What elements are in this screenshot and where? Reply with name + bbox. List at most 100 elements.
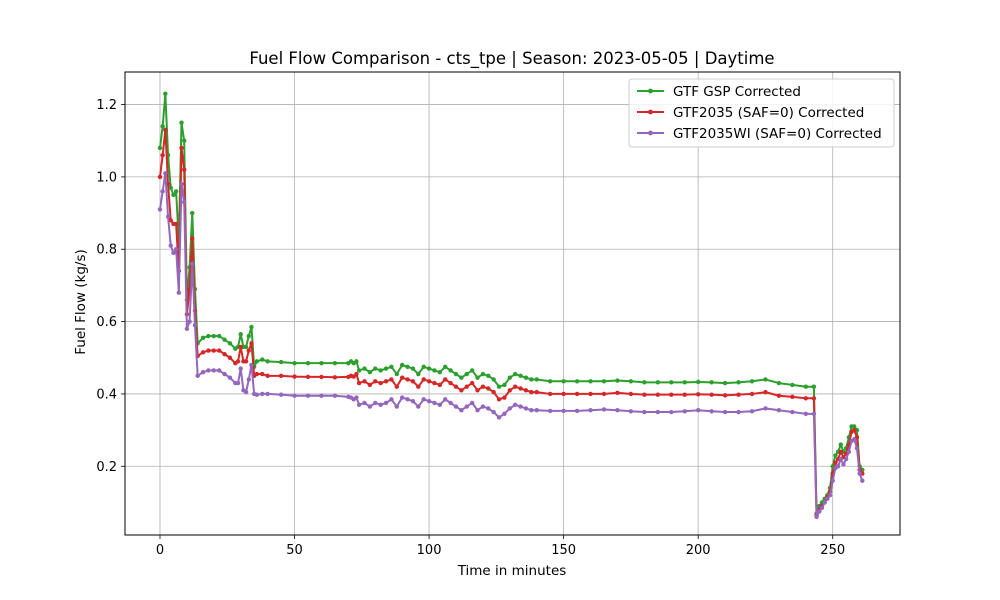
- data-point: [588, 391, 593, 397]
- data-point: [518, 386, 523, 391]
- data-point: [373, 400, 378, 406]
- data-point: [163, 171, 168, 176]
- data-point: [179, 120, 184, 125]
- data-point: [171, 192, 176, 198]
- y-tick-label: 1.2: [96, 98, 117, 113]
- data-point: [615, 408, 620, 413]
- legend-label: GTF2035WI (SAF=0) Corrected: [673, 126, 882, 142]
- data-point: [182, 200, 187, 205]
- data-point: [776, 408, 782, 413]
- data-point: [394, 371, 399, 377]
- data-point: [480, 404, 486, 409]
- data-point: [216, 348, 222, 353]
- data-point: [249, 362, 254, 368]
- legend-swatch-marker: [648, 109, 653, 115]
- data-point: [227, 341, 233, 346]
- data-point: [410, 398, 416, 404]
- data-point: [464, 371, 469, 377]
- series-line: [158, 128, 864, 517]
- data-point: [235, 380, 241, 386]
- data-point: [173, 189, 179, 194]
- x-tick-label: 250: [820, 543, 845, 558]
- data-point: [682, 409, 687, 414]
- data-point: [486, 406, 491, 411]
- data-point: [356, 368, 362, 373]
- data-point: [811, 384, 817, 389]
- data-point: [190, 210, 195, 216]
- data-point: [187, 319, 192, 324]
- data-point: [523, 406, 529, 411]
- data-point: [822, 500, 827, 505]
- data-point: [601, 391, 607, 397]
- data-point: [367, 382, 373, 388]
- y-tick-label: 0.4: [96, 387, 117, 402]
- data-point: [319, 374, 324, 380]
- data-point: [838, 442, 843, 447]
- data-point: [534, 377, 539, 382]
- data-point: [246, 333, 251, 339]
- data-point: [448, 368, 453, 373]
- data-point: [410, 379, 416, 384]
- data-point: [857, 471, 862, 476]
- data-point: [655, 409, 661, 415]
- data-point: [182, 167, 187, 172]
- data-point: [790, 409, 795, 415]
- data-point: [846, 449, 852, 454]
- data-point: [695, 408, 701, 413]
- data-point: [709, 380, 714, 385]
- data-point: [305, 360, 311, 366]
- data-point: [518, 404, 523, 409]
- data-point: [437, 370, 443, 375]
- series-2: [157, 127, 865, 518]
- y-axis: 0.2 0.4 0.6 0.8 1.0 1.2: [96, 98, 125, 475]
- data-point: [421, 377, 426, 382]
- data-point: [254, 359, 260, 364]
- chart-title: Fuel Flow Comparison - cts_tpe | Season:…: [249, 49, 774, 69]
- data-point: [464, 384, 469, 389]
- data-point: [179, 145, 184, 151]
- data-point: [394, 384, 399, 389]
- data-point: [405, 397, 410, 402]
- data-point: [561, 379, 566, 384]
- data-point: [496, 415, 502, 420]
- data-point: [443, 397, 448, 402]
- y-tick-label: 0.2: [96, 460, 117, 475]
- data-point: [157, 174, 163, 180]
- data-point: [512, 371, 518, 377]
- data-point: [246, 377, 251, 382]
- data-point: [749, 379, 755, 384]
- data-point: [574, 391, 580, 397]
- data-point: [160, 189, 165, 194]
- data-point: [529, 408, 534, 413]
- data-point: [486, 373, 491, 379]
- data-point: [763, 406, 768, 411]
- data-point: [373, 379, 378, 384]
- data-point: [416, 371, 421, 377]
- data-point: [260, 391, 265, 397]
- y-tick-label: 1.0: [96, 170, 117, 185]
- data-point: [373, 366, 378, 371]
- legend-swatch-marker: [648, 130, 653, 136]
- data-point: [278, 392, 284, 397]
- data-point: [260, 371, 265, 377]
- data-point: [356, 402, 362, 407]
- data-point: [448, 380, 453, 386]
- data-point: [265, 359, 270, 364]
- data-point: [243, 389, 249, 395]
- data-point: [695, 379, 701, 385]
- data-point: [332, 360, 338, 366]
- data-point: [601, 379, 607, 384]
- data-point: [410, 366, 416, 371]
- data-point: [682, 380, 687, 385]
- data-point: [356, 380, 362, 386]
- y-tick-label: 0.6: [96, 315, 117, 330]
- data-point: [469, 400, 475, 406]
- data-point: [168, 218, 173, 223]
- data-point: [860, 478, 865, 483]
- data-point: [722, 409, 728, 415]
- data-point: [790, 394, 795, 400]
- data-point: [378, 402, 383, 407]
- data-point: [222, 337, 227, 342]
- data-point: [243, 359, 249, 364]
- data-point: [561, 408, 566, 414]
